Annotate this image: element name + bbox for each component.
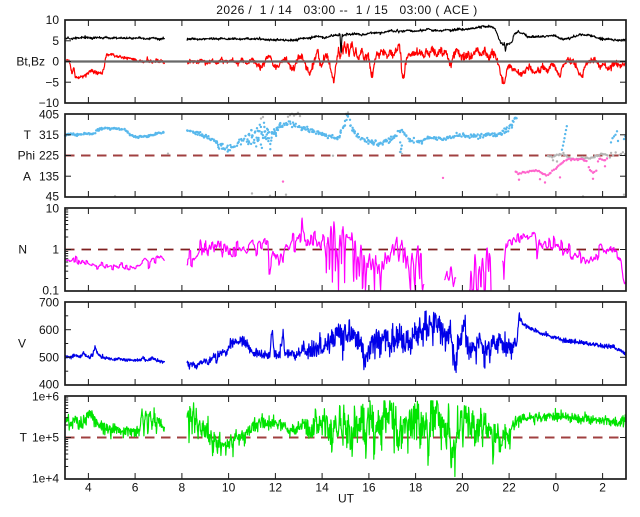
svg-text:0: 0	[553, 481, 560, 495]
svg-text:−10: −10	[39, 96, 60, 110]
svg-text:10: 10	[222, 481, 236, 495]
svg-text:16: 16	[362, 481, 376, 495]
svg-text:225: 225	[39, 149, 59, 163]
svg-text:1e+5: 1e+5	[32, 431, 59, 445]
svg-text:405: 405	[39, 108, 59, 122]
svg-text:18: 18	[409, 481, 423, 495]
svg-text:Bt,Bz: Bt,Bz	[16, 55, 45, 69]
svg-text:V: V	[18, 337, 26, 351]
svg-text:2: 2	[599, 481, 606, 495]
svg-text:2026 / 1 / 14 03:00 -- 1 /: 2026 / 1 / 14 03:00 -- 1 / 15 03:00 ( AC…	[216, 3, 477, 17]
svg-text:400: 400	[39, 378, 59, 392]
svg-text:22: 22	[502, 481, 516, 495]
svg-text:1e+6: 1e+6	[32, 390, 59, 404]
svg-text:12: 12	[269, 481, 283, 495]
svg-text:10: 10	[46, 13, 60, 27]
svg-text:5: 5	[52, 34, 59, 48]
svg-text:14: 14	[315, 481, 329, 495]
svg-text:Phi: Phi	[18, 149, 35, 163]
svg-text:20: 20	[456, 481, 470, 495]
svg-text:45: 45	[46, 190, 60, 204]
svg-text:UT: UT	[338, 492, 355, 506]
svg-text:6: 6	[132, 481, 139, 495]
svg-text:135: 135	[39, 169, 59, 183]
svg-text:T: T	[20, 431, 28, 445]
svg-text:315: 315	[39, 128, 59, 142]
svg-text:600: 600	[39, 323, 59, 337]
svg-text:10: 10	[46, 202, 60, 216]
svg-text:T: T	[24, 128, 32, 142]
svg-text:A: A	[23, 169, 31, 183]
svg-text:1e+4: 1e+4	[32, 472, 59, 486]
svg-text:500: 500	[39, 351, 59, 365]
svg-text:N: N	[18, 243, 27, 257]
svg-text:0.1: 0.1	[42, 284, 59, 298]
svg-text:0: 0	[52, 55, 59, 69]
svg-text:1: 1	[52, 243, 59, 257]
svg-text:4: 4	[85, 481, 92, 495]
svg-text:8: 8	[179, 481, 186, 495]
svg-text:700: 700	[39, 296, 59, 310]
svg-text:−5: −5	[45, 76, 59, 90]
